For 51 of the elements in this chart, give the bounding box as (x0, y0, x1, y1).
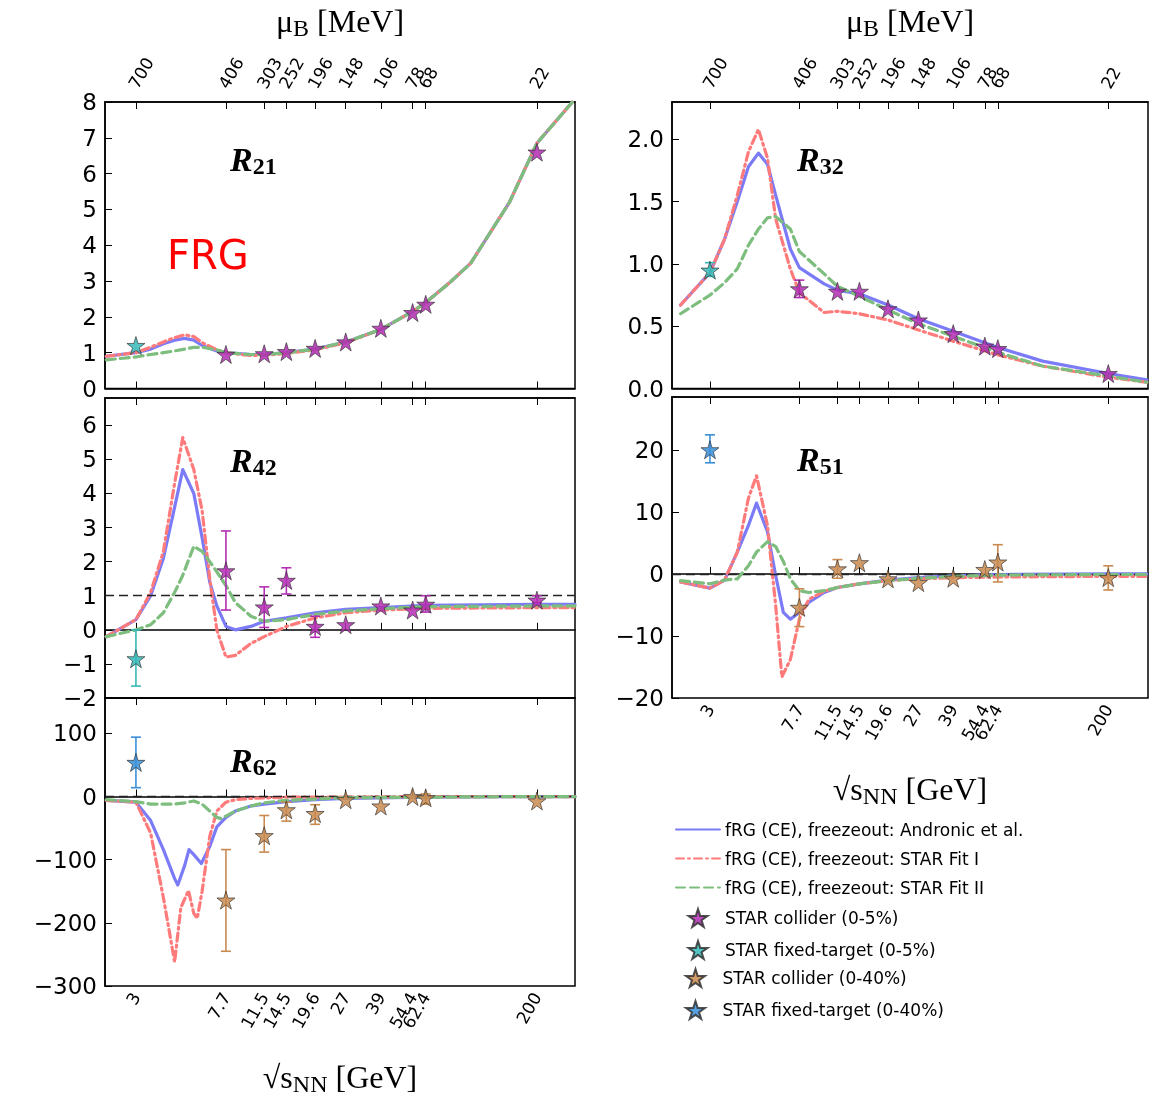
y-tick-label: −2 (63, 685, 97, 711)
y-tick-label: 2.0 (627, 126, 664, 153)
x-tick-label: 39 (933, 701, 962, 730)
y-tick-label: 0 (82, 616, 97, 643)
legend-label: fRG (CE), freezeout: Andronic et al. (725, 819, 1024, 840)
x-tick-label: 27 (326, 989, 355, 1018)
y-tick-label: −10 (615, 622, 664, 649)
legend-label: STAR fixed-target (0-5%) (725, 940, 936, 960)
y-tick-label: 1 (82, 582, 97, 609)
y-tick-label: −20 (615, 685, 664, 711)
y-tick-label: −100 (33, 846, 97, 873)
legend-label: fRG (CE), freezeout: STAR Fit II (725, 877, 984, 898)
x-tick-label: 3 (121, 989, 145, 1009)
y-tick-label: 5 (82, 196, 97, 223)
y-tick-label: 5 (82, 446, 97, 473)
x-tick-label: 3 (695, 701, 719, 721)
y-tick-label: 20 (634, 436, 664, 463)
legend-label: STAR collider (0-40%) (722, 968, 907, 988)
x-tick-label: 7.7 (777, 701, 809, 735)
y-tick-label: 2 (82, 548, 97, 575)
y-tick-label: 7 (82, 124, 97, 151)
legend-label: STAR fixed-target (0-40%) (722, 1000, 944, 1020)
annotation: 22 (525, 63, 554, 92)
y-tick-label: 0 (82, 783, 97, 810)
y-tick-label: 8 (82, 89, 97, 115)
legend-label: fRG (CE), freezeout: STAR Fit I (725, 848, 979, 869)
y-tick-label: 3 (82, 268, 97, 295)
x-tick-label: 27 (898, 701, 928, 730)
y-tick-label: 0.5 (627, 313, 664, 340)
y-tick-label: 6 (82, 160, 97, 187)
y-tick-label: −1 (63, 650, 97, 677)
annotation: 22 (1096, 63, 1125, 92)
y-tick-label: 100 (53, 720, 97, 747)
y-tick-label: 0 (82, 375, 97, 402)
y-tick-label: 0 (649, 560, 664, 587)
y-tick-label: 2 (82, 303, 97, 330)
y-tick-label: 4 (82, 232, 97, 259)
annotation: FRG (167, 232, 249, 278)
y-tick-label: −200 (33, 909, 97, 936)
y-tick-label: 1.0 (627, 250, 664, 277)
y-tick-label: 3 (82, 514, 97, 541)
y-tick-label: 1.5 (627, 188, 664, 215)
y-tick-label: 1 (82, 339, 97, 366)
x-tick-label: 7.7 (203, 989, 235, 1023)
y-tick-label: 0.0 (627, 375, 664, 402)
legend-label: STAR collider (0-5%) (725, 908, 899, 928)
y-tick-label: 6 (82, 412, 97, 439)
y-tick-label: 10 (634, 498, 664, 525)
x-tick-label: 39 (361, 989, 390, 1018)
y-tick-label: 4 (82, 480, 97, 507)
y-tick-label: −300 (33, 973, 97, 999)
